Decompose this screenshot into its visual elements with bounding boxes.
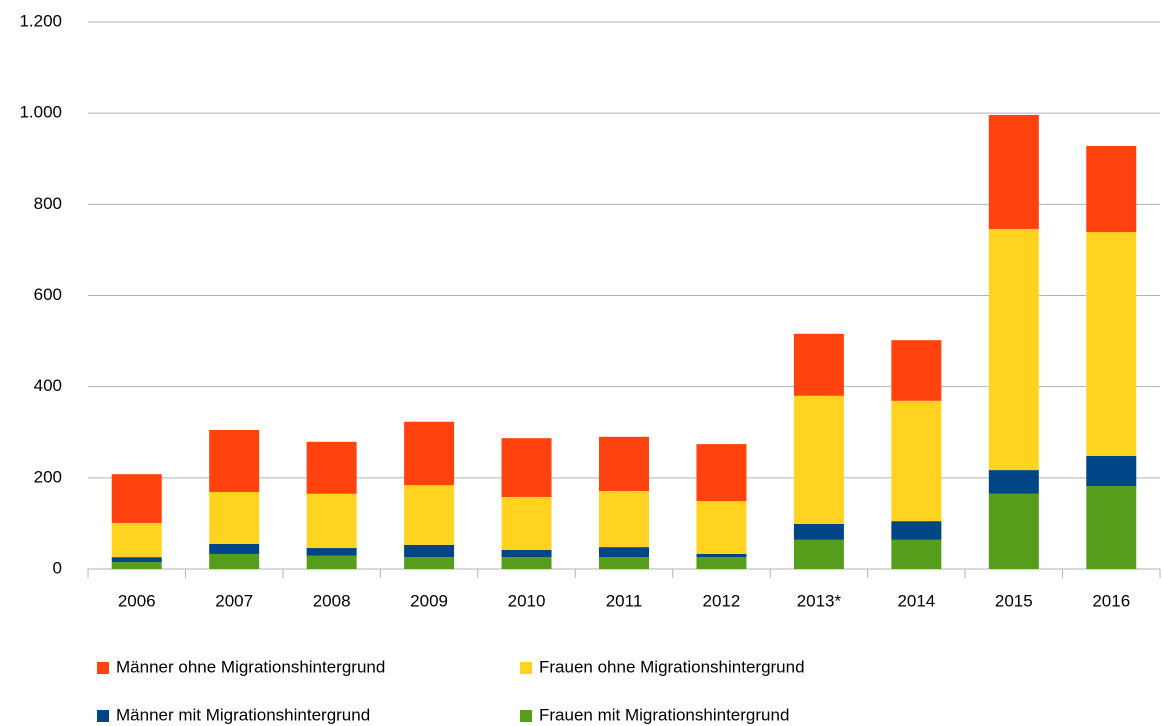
bar-segment <box>1086 486 1137 569</box>
legend-label: Männer ohne Migrationshintergrund <box>116 657 385 676</box>
legend-swatch <box>97 710 109 722</box>
bar-segment <box>793 395 844 524</box>
bar-segment <box>111 474 162 523</box>
x-tick-label: 2007 <box>215 591 253 610</box>
y-tick-label: 0 <box>53 558 62 577</box>
bar-segment <box>1086 455 1137 487</box>
legend-label: Frauen ohne Migrationshintergrund <box>539 657 805 676</box>
x-tick-label: 2010 <box>508 591 546 610</box>
bar-segment <box>111 522 162 558</box>
bar-segment <box>209 429 260 492</box>
bar-segment <box>404 485 455 545</box>
legend-swatch <box>520 662 532 674</box>
bar-segment <box>306 555 357 569</box>
bar-segment <box>793 539 844 569</box>
x-tick-label: 2013* <box>797 591 842 610</box>
x-tick-label: 2015 <box>995 591 1033 610</box>
x-tick-label: 2011 <box>606 591 643 610</box>
bar-segment <box>891 521 942 540</box>
bar-segment <box>599 491 649 548</box>
bar-segment <box>988 114 1039 229</box>
bar-segment <box>501 496 552 550</box>
bar-segment <box>501 438 552 497</box>
bar-segment <box>306 441 357 494</box>
bar-segment <box>209 543 260 554</box>
bar-segment <box>891 400 942 522</box>
x-tick-label: 2016 <box>1092 591 1130 610</box>
x-tick-label: 2014 <box>897 591 935 610</box>
legend-label: Männer mit Migrationshintergrund <box>116 705 370 724</box>
bar-segment <box>306 548 357 556</box>
bar-segment <box>988 228 1039 471</box>
bar-segment <box>111 562 162 569</box>
bar-segment <box>891 539 942 569</box>
x-tick-label: 2009 <box>410 591 448 610</box>
y-tick-label: 800 <box>34 194 62 213</box>
bar-segment <box>793 523 844 540</box>
bar-segment <box>306 493 357 549</box>
bar-segment <box>891 340 942 401</box>
bar-segment <box>404 544 455 558</box>
bar-segment <box>404 421 455 486</box>
legend-label: Frauen mit Migrationshintergrund <box>539 705 789 724</box>
bar-segment <box>793 333 844 396</box>
y-tick-label: 1.200 <box>19 11 62 30</box>
legend-swatch <box>97 662 109 674</box>
x-tick-label: 2012 <box>703 591 741 610</box>
bar-segment <box>696 501 747 554</box>
bar-segment <box>696 553 747 558</box>
y-tick-label: 1.000 <box>19 103 62 122</box>
bar-segment <box>209 553 260 569</box>
bar-segment <box>696 557 747 569</box>
y-tick-label: 400 <box>34 376 62 395</box>
bar-segment <box>501 549 552 558</box>
x-tick-label: 2006 <box>118 591 156 610</box>
bar-segment <box>696 444 747 502</box>
bar-segment <box>404 557 455 569</box>
x-tick-label: 2008 <box>313 591 351 610</box>
bar-segment <box>599 547 649 558</box>
bar-segment <box>209 491 260 544</box>
bar-segment <box>1086 232 1137 456</box>
bar-segment <box>111 557 162 563</box>
y-tick-label: 200 <box>34 467 62 486</box>
bar-segment <box>501 557 552 569</box>
bar-segment <box>1086 145 1137 233</box>
bar-segment <box>599 557 649 569</box>
bar-segment <box>988 493 1039 569</box>
bar-segment <box>599 436 649 492</box>
legend-swatch <box>520 710 532 722</box>
bar-segment <box>988 470 1039 494</box>
y-tick-label: 600 <box>34 285 62 304</box>
